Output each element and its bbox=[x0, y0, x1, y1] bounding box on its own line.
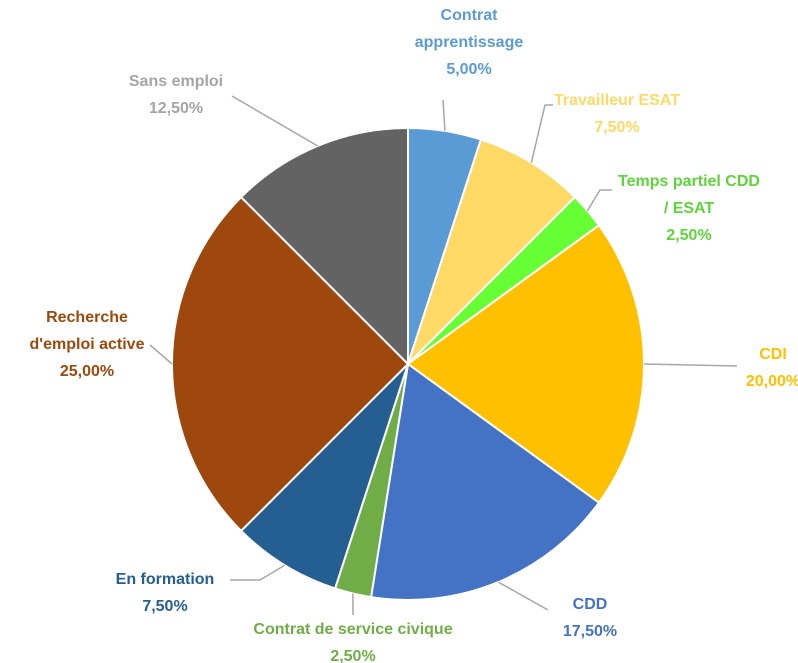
label-value: 2,50% bbox=[330, 648, 376, 663]
data-label: En formation 7,50% bbox=[85, 566, 245, 620]
label-value: 5,00% bbox=[446, 61, 492, 78]
label-value: 7,50% bbox=[594, 119, 640, 136]
pie-slice bbox=[406, 223, 645, 505]
pie-slice bbox=[407, 138, 577, 365]
label-name: Contrat apprentissage bbox=[414, 7, 524, 51]
label-value: 12,50% bbox=[148, 100, 204, 117]
leader-line bbox=[149, 344, 173, 365]
label-name: Travailleur ESAT bbox=[554, 92, 680, 109]
label-value: 7,50% bbox=[142, 598, 188, 615]
data-label: Contrat apprentissage 5,00% bbox=[404, 2, 534, 83]
label-value: 2,50% bbox=[666, 227, 712, 244]
data-label: Travailleur ESAT 7,50% bbox=[517, 87, 717, 141]
label-name: CDD bbox=[572, 596, 608, 613]
leader-line bbox=[230, 564, 286, 581]
label-name: CDI bbox=[759, 346, 787, 363]
data-label: Sans emploi 12,50% bbox=[96, 68, 256, 122]
label-name: Recherche d'emploi active bbox=[29, 309, 145, 353]
leader-line bbox=[442, 99, 446, 131]
label-value: 25,00% bbox=[59, 363, 115, 380]
data-label: Contrat de service civique 2,50% bbox=[203, 616, 503, 663]
leader-line bbox=[497, 581, 549, 611]
pie-slice bbox=[239, 363, 409, 590]
pie-slice bbox=[239, 126, 409, 367]
label-value: 20,00% bbox=[745, 373, 798, 390]
data-label: CDI 20,00% bbox=[713, 341, 798, 395]
label-name: Temps partiel CDD / ESAT bbox=[618, 173, 760, 217]
leader-line bbox=[530, 104, 553, 163]
label-name: En formation bbox=[115, 571, 215, 588]
pie-slice bbox=[369, 362, 601, 601]
leader-line bbox=[586, 189, 612, 212]
data-label: CDD 17,50% bbox=[530, 591, 650, 645]
label-name: Sans emploi bbox=[128, 73, 224, 90]
data-label: Temps partiel CDD / ESAT 2,50% bbox=[614, 168, 764, 249]
leader-line bbox=[643, 363, 738, 367]
leader-line bbox=[231, 95, 319, 147]
label-value: 17,50% bbox=[562, 623, 618, 640]
data-label: Recherche d'emploi active 25,00% bbox=[12, 304, 162, 385]
label-name: Contrat de service civique bbox=[253, 621, 453, 638]
pie-slice bbox=[171, 195, 410, 533]
